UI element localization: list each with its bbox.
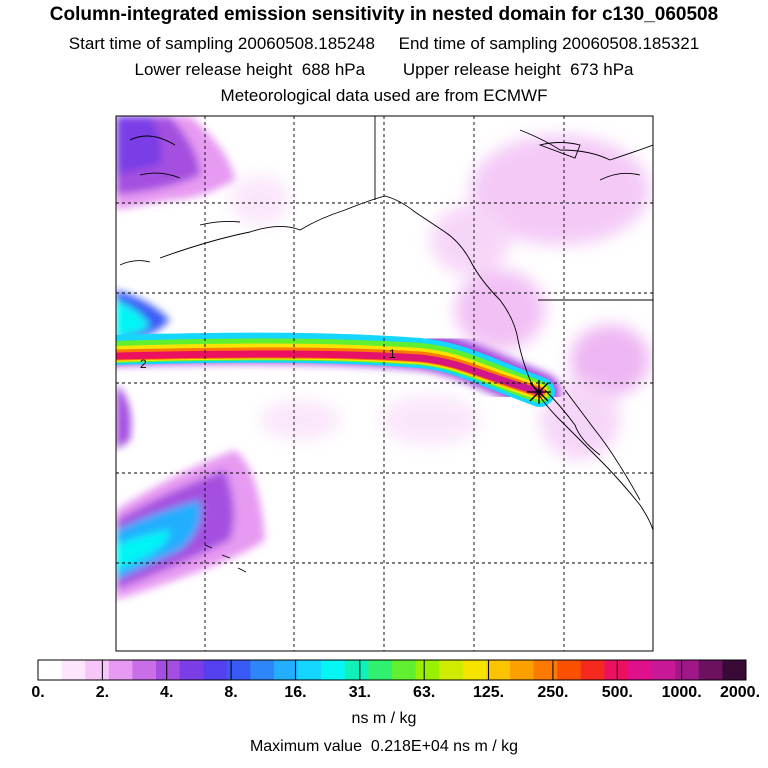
colorbar-tick-label: 2000. bbox=[719, 684, 761, 701]
colorbar-swatch bbox=[250, 660, 275, 680]
colorbar-swatch bbox=[722, 660, 747, 680]
coastlines bbox=[119, 116, 653, 573]
south-west-plume bbox=[116, 450, 265, 600]
colorbar-swatch bbox=[675, 660, 700, 680]
colorbar-swatch bbox=[61, 660, 86, 680]
colorbar-swatch bbox=[368, 660, 393, 680]
colorbar-swatch bbox=[274, 660, 299, 680]
colorbar-swatch bbox=[651, 660, 676, 680]
maximum-value: Maximum value 0.218E+04 ns m / kg bbox=[249, 738, 519, 755]
graticule bbox=[116, 116, 653, 651]
main-plume bbox=[116, 323, 560, 412]
track-label-day-2: 2 bbox=[140, 357, 147, 371]
star-icon bbox=[527, 380, 551, 404]
colorbar-tick-label: 2. bbox=[95, 684, 110, 701]
colorbar-swatch bbox=[628, 660, 653, 680]
release-heights: Lower release height 688 hPa Upper relea… bbox=[134, 60, 634, 79]
colorbar-tick-label: 4. bbox=[160, 684, 174, 701]
colorbar-swatch bbox=[108, 660, 133, 680]
colorbar-swatch bbox=[344, 660, 369, 680]
colorbar-swatch bbox=[439, 660, 464, 680]
colorbar-swatch bbox=[510, 660, 535, 680]
colorbar-swatch bbox=[203, 660, 228, 680]
colorbar-swatch bbox=[38, 660, 63, 680]
colorbar-swatch bbox=[604, 660, 629, 680]
colorbar-swatch bbox=[179, 660, 204, 680]
colorbar-tick-label: 16. bbox=[284, 684, 307, 701]
colorbar-tick-label: 125. bbox=[472, 684, 505, 701]
met-data-source: Meteorological data used are from ECMWF bbox=[220, 86, 548, 105]
colorbar-tick-label: 500. bbox=[601, 684, 633, 701]
figure-title: Column-integrated emission sensitivity i… bbox=[49, 4, 719, 25]
colorbar-swatch bbox=[297, 660, 322, 680]
colorbar-tick-label: 8. bbox=[224, 684, 238, 701]
colorbar-swatch bbox=[533, 660, 558, 680]
colorbar-tick-label: 1000. bbox=[661, 684, 702, 701]
colorbar-swatch bbox=[156, 660, 181, 680]
colorbar-swatch bbox=[321, 660, 346, 680]
colorbar-swatch bbox=[415, 660, 440, 680]
colorbar-tick-label: 250. bbox=[537, 684, 569, 701]
colorbar-swatch bbox=[698, 660, 723, 680]
colorbar-frame bbox=[37, 659, 747, 681]
map-frame bbox=[115, 115, 654, 652]
north-west-plume bbox=[116, 116, 235, 210]
map-plot-area: 2 1 bbox=[116, 116, 653, 651]
colorbar-units: ns m / kg bbox=[351, 710, 417, 727]
sampling-times: Start time of sampling 20060508.185248 E… bbox=[68, 34, 700, 53]
low-sensitivity-field bbox=[230, 135, 650, 460]
colorbar-swatch bbox=[557, 660, 582, 680]
colorbar-swatch bbox=[226, 660, 251, 680]
track-label-day-1: 1 bbox=[389, 347, 396, 361]
colorbar-swatch bbox=[392, 660, 417, 680]
colorbar-swatch bbox=[132, 660, 157, 680]
colorbar-tick-label: 63. bbox=[413, 684, 436, 701]
colorbar-swatch bbox=[85, 660, 110, 680]
colorbar-tick-label: 31. bbox=[348, 684, 371, 701]
colorbar-swatch bbox=[486, 660, 511, 680]
colorbar-tick-label: 0. bbox=[31, 684, 45, 701]
colorbar-swatch bbox=[462, 660, 487, 680]
colorbar-swatch bbox=[580, 660, 605, 680]
